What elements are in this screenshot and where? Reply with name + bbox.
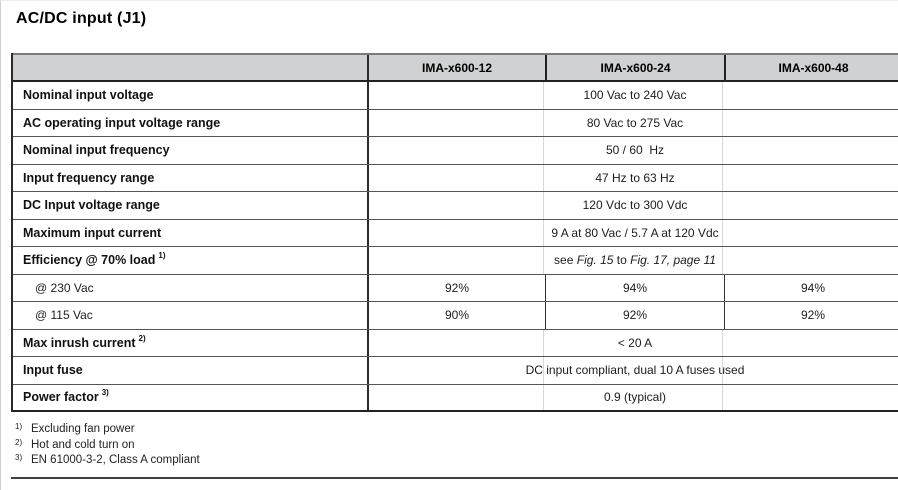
- value-text: see: [554, 253, 577, 268]
- row-label-text: Power factor: [23, 390, 99, 405]
- table-row-230vac: @ 230 Vac 92% 94% 94%: [13, 274, 898, 302]
- figure-reference: Fig. 17, page 11: [630, 253, 716, 268]
- table-header-row: IMA-x600-12 IMA-x600-24 IMA-x600-48: [13, 53, 898, 82]
- figure-reference: Fig. 15: [576, 253, 614, 268]
- footnote-marker: 3): [15, 453, 23, 462]
- footnotes-block: 1) Excluding fan power 2) Hot and cold t…: [15, 422, 200, 469]
- footnote-ref-2: 2): [138, 333, 146, 343]
- row-label: Input fuse: [13, 357, 369, 384]
- table-row: Input frequency range 47 Hz to 63 Hz: [13, 164, 898, 192]
- table-row: Max inrush current 2) < 20 A: [13, 329, 898, 357]
- footnote-2: 2) Hot and cold turn on: [15, 438, 200, 454]
- table-row: DC Input voltage range 120 Vdc to 300 Vd…: [13, 192, 898, 220]
- footnote-marker: 1): [15, 422, 23, 431]
- footnote-text: Hot and cold turn on: [31, 438, 135, 451]
- table-row-efficiency: Efficiency @ 70% load 1) see Fig. 15 to F…: [13, 247, 898, 275]
- column-header-ima-x600-48: IMA-x600-48: [724, 55, 898, 80]
- row-value: 9 A at 80 Vac / 5.7 A at 120 Vdc: [369, 219, 898, 247]
- footnote-ref-1: 1): [158, 251, 166, 261]
- row-label-text: Max inrush current: [23, 335, 136, 350]
- table-row: Maximum input current 9 A at 80 Vac / 5.…: [13, 219, 898, 247]
- footnote-ref-3: 3): [101, 388, 109, 398]
- row-label-text: Efficiency @ 70% load: [23, 253, 156, 268]
- row-sublabel: @ 230 Vac: [13, 274, 369, 301]
- value-ima-x600-48: 94%: [724, 274, 898, 301]
- column-header-ima-x600-12: IMA-x600-12: [421, 60, 493, 75]
- table-row: Nominal input voltage 100 Vac to 240 Vac: [13, 82, 898, 110]
- row-value: 120 Vdc to 300 Vdc: [369, 192, 898, 219]
- section-divider-rule: [11, 477, 898, 479]
- table-row: Input fuse DC input compliant, dual 10 A…: [13, 357, 898, 385]
- footnote-text: Excluding fan power: [31, 423, 135, 435]
- value-ima-x600-24: 94%: [545, 274, 724, 301]
- value-ima-x600-12: 92%: [444, 280, 470, 295]
- row-value: < 20 A: [369, 329, 898, 357]
- row-label: DC Input voltage range: [13, 192, 369, 219]
- table-row: AC operating input voltage range 80 Vac …: [13, 109, 898, 137]
- footnote-3: 3) EN 61000-3-2, Class A compliant: [15, 453, 200, 469]
- section-title: AC/DC input (J1): [16, 10, 147, 27]
- footnote-1: 1) Excluding fan power: [15, 422, 200, 438]
- row-label: Input frequency range: [13, 164, 369, 191]
- value-ima-x600-48: 92%: [724, 302, 898, 329]
- row-value: 47 Hz to 63 Hz: [369, 164, 898, 192]
- value-ima-x600-24: 92%: [545, 302, 724, 329]
- acdc-input-spec-table: IMA-x600-12 IMA-x600-24 IMA-x600-48 Nomi…: [11, 53, 898, 412]
- row-label: Nominal input voltage: [13, 82, 369, 109]
- row-label: AC operating input voltage range: [13, 109, 369, 136]
- row-value: DC input compliant, dual 10 A fuses used: [369, 357, 898, 384]
- footnote-text: EN 61000-3-2, Class A compliant: [31, 454, 200, 466]
- value-ima-x600-12: 90%: [444, 308, 470, 323]
- table-row: Power factor 3) 0.9 (typical): [13, 384, 898, 412]
- value-text: to: [613, 253, 631, 268]
- row-value: 80 Vac to 275 Vac: [369, 109, 898, 137]
- table-row: Nominal input frequency 50 / 60 Hz: [13, 137, 898, 165]
- row-value: 0.9 (typical): [369, 384, 898, 411]
- row-label: Power factor 3): [13, 384, 369, 410]
- row-sublabel: @ 115 Vac: [13, 302, 369, 329]
- row-value: 100 Vac to 240 Vac: [369, 82, 898, 109]
- header-empty-cell: [13, 55, 369, 80]
- row-label: Nominal input frequency: [13, 137, 369, 164]
- row-label: Max inrush current 2): [13, 329, 369, 356]
- footnote-marker: 2): [15, 437, 23, 447]
- row-value: see Fig. 15 to Fig. 17, page 11: [369, 247, 898, 274]
- table-row-115vac: @ 115 Vac 90% 92% 92%: [13, 302, 898, 330]
- row-value: 50 / 60 Hz: [369, 137, 898, 164]
- row-label: Maximum input current: [13, 219, 369, 246]
- row-label: Efficiency @ 70% load 1): [13, 247, 369, 274]
- column-header-ima-x600-24: IMA-x600-24: [545, 55, 724, 80]
